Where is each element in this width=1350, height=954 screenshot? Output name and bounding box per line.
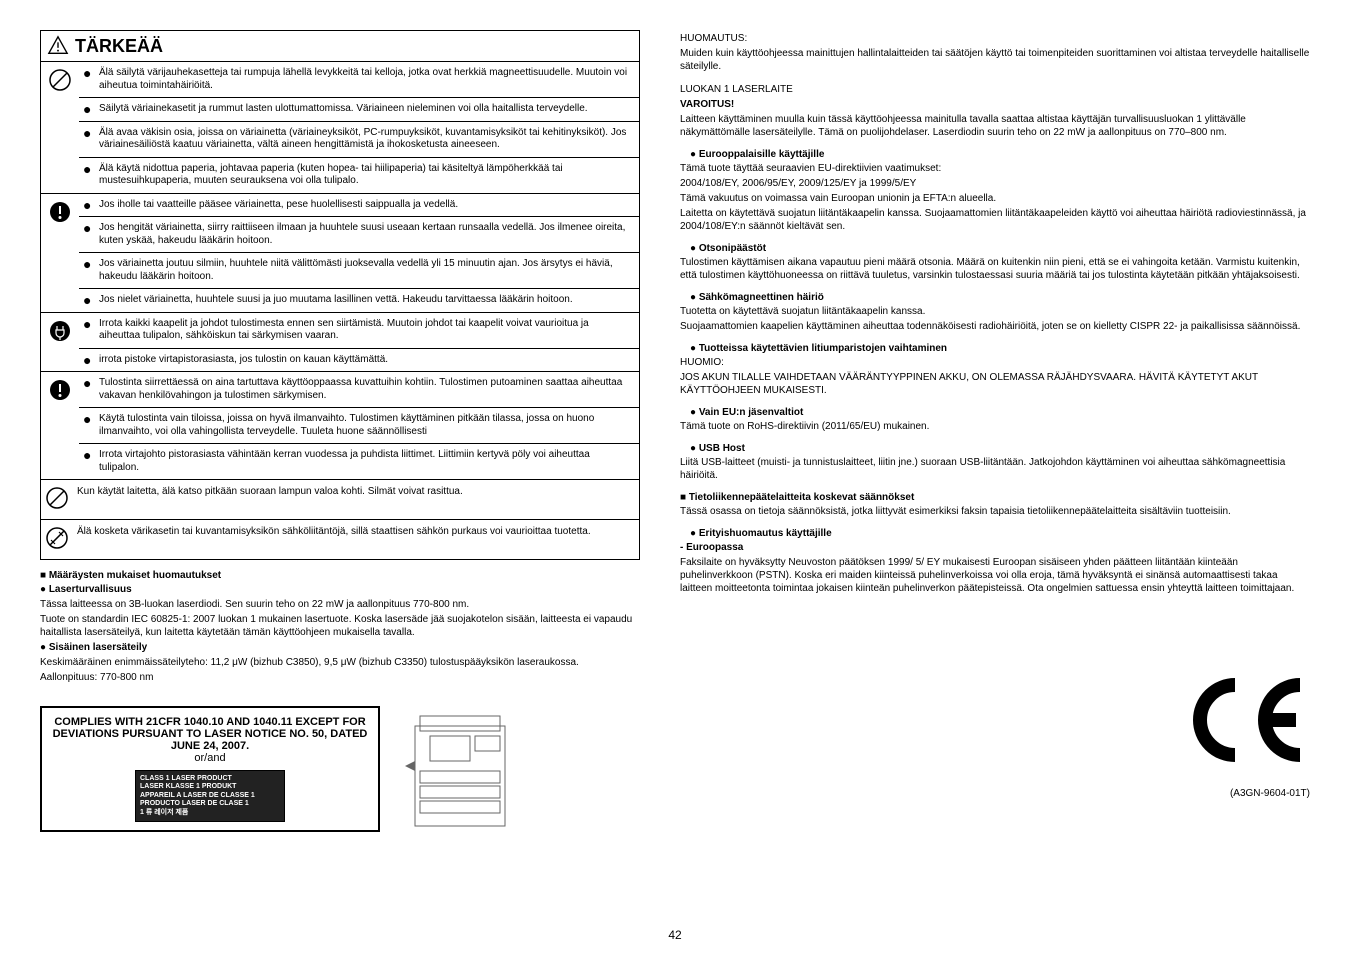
section-plug: ●Irrota kaikki kaapelit ja johdot tulost… bbox=[41, 313, 639, 373]
bullet-text: Jos iholle tai vaatteille pääsee väriain… bbox=[99, 199, 631, 212]
prohibit-icon bbox=[48, 68, 72, 92]
eu-only-heading: ● Vain EU:n jäsenvaltiot bbox=[690, 407, 1310, 418]
compliance-line: COMPLIES WITH 21CFR 1040.10 AND 1040.11 … bbox=[50, 716, 370, 728]
body-text: Laitteen käyttäminen muulla kuin tässä k… bbox=[680, 113, 1310, 139]
class1-text: LUOKAN 1 LASERLAITE bbox=[680, 83, 1310, 96]
warning-table: TÄRKEÄÄ ●Älä säilytä värijauhekasetteja … bbox=[40, 30, 640, 560]
usb-host-heading: ● USB Host bbox=[690, 443, 1310, 454]
bullet-text: Älä käytä nidottua paperia, johtavaa pap… bbox=[99, 163, 631, 188]
printer-illustration-icon bbox=[400, 706, 520, 846]
bullet-text: Tulostinta siirrettäessä on aina tartutt… bbox=[99, 377, 631, 402]
bullet-text: Älä avaa väkisin osia, joissa on väriain… bbox=[99, 127, 631, 152]
compliance-line: DEVIATIONS PURSUANT TO LASER NOTICE NO. … bbox=[50, 728, 370, 752]
body-text: Suojaamattomien kaapelien käyttäminen ai… bbox=[680, 320, 1310, 333]
bullet-text: Jos nielet väriainetta, huuhtele suusi j… bbox=[99, 294, 631, 307]
emi-heading: ● Sähkömagneettinen häiriö bbox=[690, 292, 1310, 303]
body-text: Laitetta on käytettävä suojatun liitäntä… bbox=[680, 207, 1310, 233]
body-text: 2004/108/EY, 2006/95/EY, 2009/125/EY ja … bbox=[680, 177, 1310, 190]
single-row-text: Kun käytät laitetta, älä katso pitkään s… bbox=[77, 486, 631, 513]
body-text: Tämä tuote on RoHS-direktiivin (2011/65/… bbox=[680, 420, 1310, 433]
body-text: JOS AKUN TILALLE VAIHDETAAN VÄÄRÄNTYYPPI… bbox=[680, 371, 1310, 397]
body-text: Tulostimen käyttämisen aikana vapautuu p… bbox=[680, 256, 1310, 282]
body-text: Liitä USB-laitteet (muisti- ja tunnistus… bbox=[680, 456, 1310, 482]
bullet-text: Älä säilytä värijauhekasetteja tai rumpu… bbox=[99, 67, 631, 92]
body-text: Muiden kuin käyttöohjeessa mainittujen h… bbox=[680, 47, 1310, 73]
bullet-text: Irrota kaikki kaapelit ja johdot tulosti… bbox=[99, 318, 631, 343]
body-text: Tässa laitteessa on 3B-luokan laserdiodi… bbox=[40, 598, 640, 611]
body-text: Tämä tuote täyttää seuraavien EU-direkti… bbox=[680, 162, 1310, 175]
section-exclaim-2: ●Tulostinta siirrettäessä on aina tartut… bbox=[41, 372, 639, 480]
bullet-text: Jos hengität väriainetta, siirry raittii… bbox=[99, 222, 631, 247]
bullet-text: Jos väriainetta joutuu silmiin, huuhtele… bbox=[99, 258, 631, 283]
ce-mark-icon bbox=[1180, 675, 1310, 765]
warning-title: TÄRKEÄÄ bbox=[75, 36, 163, 57]
ozone-heading: ● Otsonipäästöt bbox=[690, 243, 1310, 254]
section-prohibit-1: ●Älä säilytä värijauhekasetteja tai rump… bbox=[41, 62, 639, 194]
disassemble-icon bbox=[45, 526, 69, 550]
single-row-2: Älä kosketa värikasetin tai kuvantamisyk… bbox=[41, 520, 639, 559]
bullet-text: Irrota virtajohto pistorasiasta vähintää… bbox=[99, 449, 631, 474]
warning-label: VAROITUS! bbox=[680, 98, 1310, 111]
exclaim-icon bbox=[48, 378, 72, 402]
regulations-heading: ■ Määräysten mukaiset huomautukset bbox=[40, 570, 640, 581]
exclaim-icon bbox=[48, 200, 72, 224]
special-note-heading: ● Erityishuomautus käyttäjille bbox=[690, 528, 1310, 539]
prohibit-icon bbox=[45, 486, 69, 510]
bullet-text: Säilytä väriainekasetit ja rummut lasten… bbox=[99, 103, 631, 116]
note-label: HUOMAUTUS: bbox=[680, 32, 1310, 45]
laser-safety-heading: ● Laserturvallisuus bbox=[40, 583, 640, 596]
body-text: Tässä osassa on tietoja säännöksistä, jo… bbox=[680, 505, 1310, 518]
lithium-heading: ● Tuotteissa käytettävien litiumparistoj… bbox=[690, 343, 1310, 354]
body-text: Tämä vakuutus on voimassa vain Euroopan … bbox=[680, 192, 1310, 205]
single-row-text: Älä kosketa värikasetin tai kuvantamisyk… bbox=[77, 526, 631, 553]
body-text: Faksilaite on hyväksytty Neuvoston päätö… bbox=[680, 556, 1310, 595]
single-row-1: Kun käytät laitetta, älä katso pitkään s… bbox=[41, 480, 639, 520]
europe-sub: - Euroopassa bbox=[680, 541, 1310, 554]
part-number: (A3GN-9604-01T) bbox=[680, 788, 1310, 799]
telecom-heading: ■ Tietoliikennepäätelaitteita koskevat s… bbox=[680, 492, 1310, 503]
body-text: HUOMIO: bbox=[680, 356, 1310, 369]
unplug-icon bbox=[48, 319, 72, 343]
eu-users-heading: ● Eurooppalaisille käyttäjille bbox=[690, 149, 1310, 160]
warning-header: TÄRKEÄÄ bbox=[41, 31, 639, 62]
warning-triangle-icon bbox=[47, 35, 69, 57]
body-text: Keskimääräinen enimmäissäteilyteho: 11,2… bbox=[40, 656, 640, 669]
section-exclaim-1: ●Jos iholle tai vaatteille pääsee väriai… bbox=[41, 194, 639, 313]
bullet-text: irrota pistoke virtapistorasiasta, jos t… bbox=[99, 354, 631, 367]
body-text: Tuotetta on käytettävä suojatun liitäntä… bbox=[680, 305, 1310, 318]
bullet-text: Käytä tulostinta vain tiloissa, joissa o… bbox=[99, 413, 631, 438]
body-text: Tuote on standardin IEC 60825-1: 2007 lu… bbox=[40, 613, 640, 639]
compliance-line: or/and bbox=[50, 752, 370, 764]
compliance-label: COMPLIES WITH 21CFR 1040.10 AND 1040.11 … bbox=[40, 706, 380, 832]
body-text: Aallonpituus: 770-800 nm bbox=[40, 671, 640, 684]
class1-label: CLASS 1 LASER PRODUCT LASER KLASSE 1 PRO… bbox=[135, 770, 285, 822]
internal-laser-heading: ● Sisäinen lasersäteily bbox=[40, 641, 640, 654]
page-number: 42 bbox=[668, 928, 681, 942]
